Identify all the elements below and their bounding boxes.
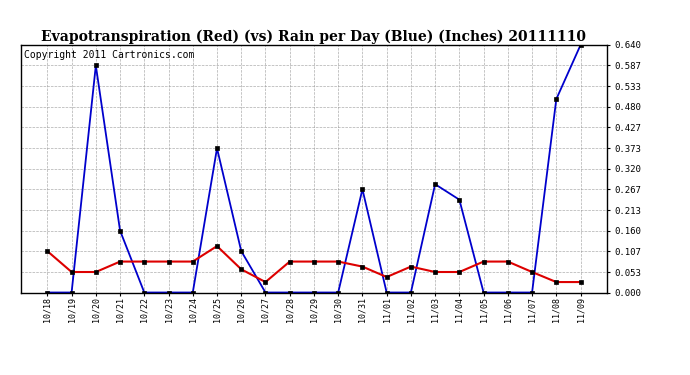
Text: Copyright 2011 Cartronics.com: Copyright 2011 Cartronics.com [23,50,194,60]
Title: Evapotranspiration (Red) (vs) Rain per Day (Blue) (Inches) 20111110: Evapotranspiration (Red) (vs) Rain per D… [41,30,586,44]
